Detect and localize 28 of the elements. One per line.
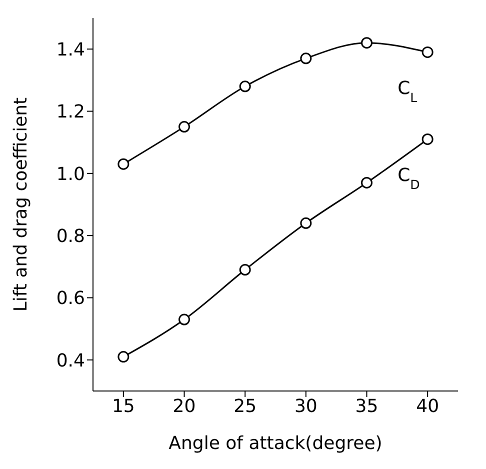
y-tick-label: 1.4 [56, 39, 85, 60]
point [239, 80, 251, 92]
x-tick-label: 25 [234, 396, 257, 417]
series-label: C$_{D}$ [398, 165, 420, 192]
point [178, 314, 190, 326]
point [118, 158, 130, 170]
point [300, 217, 312, 229]
series-label: C$_{L}$ [398, 78, 418, 105]
point [118, 351, 130, 363]
y-tick-label: 1.2 [56, 102, 85, 123]
point [239, 264, 251, 276]
point [422, 133, 434, 145]
point [361, 176, 372, 188]
point [178, 121, 190, 133]
x-tick-label: 20 [172, 396, 196, 417]
x-tick-label: 35 [355, 396, 378, 417]
x-tick-label: 30 [294, 396, 318, 417]
y-tick-label: 0.6 [56, 288, 85, 310]
point [300, 52, 312, 64]
y-axis-title: Lift and drag coefficient [10, 97, 32, 312]
y-tick-label: 0.4 [56, 350, 85, 372]
point [361, 37, 372, 49]
y-tick-label: 1.0 [56, 164, 85, 185]
x-axis-title: Angle of attack(degree) [168, 433, 382, 454]
point [422, 46, 434, 58]
y-tick-label: 0.8 [56, 226, 85, 247]
x-tick-label: 40 [416, 396, 440, 417]
x-tick-label: 15 [112, 396, 135, 417]
